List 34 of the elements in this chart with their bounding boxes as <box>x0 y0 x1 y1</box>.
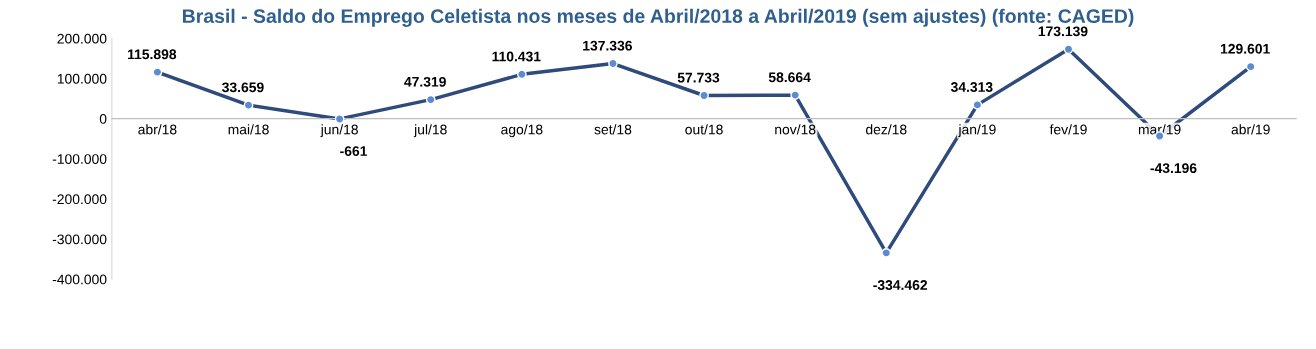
x-tick-label: abr/19 <box>1231 124 1270 135</box>
y-tick-label: -300.000 <box>52 234 107 245</box>
y-tick-label: 200.000 <box>57 33 107 44</box>
chart-title: Brasil - Saldo do Emprego Celetista nos meses de Abril/2018 a Abril/2019 (sem ajustes) (fonte: CAGED) <box>182 8 1134 27</box>
y-tick-label: -100.000 <box>52 154 107 164</box>
data-label: 110.431 <box>492 51 541 62</box>
data-label: -43.196 <box>1150 163 1197 174</box>
y-tick-label: -200.000 <box>52 194 107 205</box>
data-label: 58.664 <box>768 72 811 83</box>
x-tick-label: jan/19 <box>958 124 996 138</box>
y-tick-label: 0 <box>99 113 107 124</box>
data-label: 57.733 <box>677 72 720 83</box>
x-tick-label: jun/18 <box>320 124 358 138</box>
x-tick-label: abr/18 <box>138 124 177 135</box>
data-label: 34.313 <box>950 82 993 92</box>
x-tick-label: dez/18 <box>866 124 907 135</box>
x-tick-label: ago/18 <box>501 124 543 138</box>
x-tick-label: fev/19 <box>1049 124 1087 135</box>
x-tick-label: out/18 <box>685 124 723 135</box>
data-label: 47.319 <box>404 76 446 87</box>
data-label: 33.659 <box>222 82 264 93</box>
x-tick-label: mai/18 <box>228 124 269 135</box>
data-label: 129.601 <box>1220 43 1270 54</box>
x-tick-label: mar/19 <box>1138 124 1181 135</box>
data-label: 137.336 <box>583 40 632 51</box>
data-label: -661 <box>340 146 368 156</box>
x-tick-label: nov/18 <box>775 124 816 135</box>
x-tick-label: jul/18 <box>413 124 447 138</box>
data-label: 173.139 <box>1038 26 1088 37</box>
x-tick-label: set/18 <box>594 124 632 135</box>
y-tick-label: 100.000 <box>57 73 107 84</box>
y-tick-label: -400.000 <box>52 274 107 285</box>
data-label: 115.898 <box>128 49 177 60</box>
data-label: -334.462 <box>873 280 928 290</box>
